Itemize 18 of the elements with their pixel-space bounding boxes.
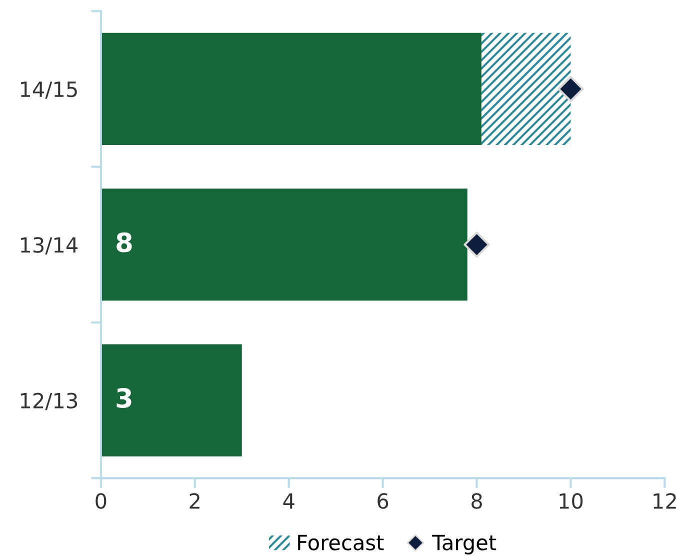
x-tick-label: 6	[378, 493, 388, 509]
bar	[100, 188, 468, 301]
y-tick-label: 13/14	[20, 237, 78, 254]
legend-label: Target	[432, 534, 496, 554]
legend-label: Forecast	[298, 534, 384, 550]
x-tick-label: 8	[472, 493, 482, 509]
x-tick-label: 12	[654, 493, 676, 509]
bar	[100, 32, 482, 146]
data-label: 3	[116, 388, 132, 408]
x-tick-label: 10	[560, 493, 583, 509]
y-tick-label: 12/13	[20, 392, 78, 410]
x-tick-label: 0	[96, 493, 106, 509]
bar	[481, 32, 571, 146]
y-tick-label: 14/15	[20, 82, 77, 99]
bar	[100, 344, 242, 456]
data-label: 8	[116, 232, 132, 252]
x-tick-label: 4	[283, 493, 294, 509]
x-tick-label: 2	[190, 493, 200, 509]
